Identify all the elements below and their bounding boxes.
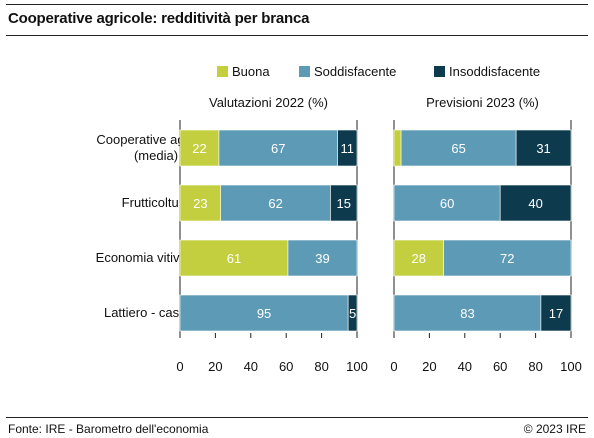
legend-label-insoddisfacente: Insoddisfacente bbox=[449, 64, 540, 79]
x-tick-label: 60 bbox=[493, 359, 507, 374]
bar-segment-buona bbox=[393, 129, 402, 167]
data-label-soddisfacente: 60 bbox=[440, 196, 454, 211]
data-label-insoddisfacente: 17 bbox=[549, 306, 563, 321]
x-tick-label: 80 bbox=[314, 359, 328, 374]
data-label-soddisfacente: 83 bbox=[460, 306, 474, 321]
legend-label-soddisfacente: Soddisfacente bbox=[314, 64, 396, 79]
bar-segment-soddisfacente bbox=[400, 129, 517, 167]
title-rule bbox=[6, 35, 588, 36]
data-label-buona: 28 bbox=[412, 251, 426, 266]
x-tick-label: 40 bbox=[244, 359, 258, 374]
bar-segment-buona bbox=[179, 129, 220, 167]
data-label-insoddisfacente: 11 bbox=[341, 141, 355, 156]
legend-swatch-insoddisfacente bbox=[434, 66, 445, 77]
data-label-soddisfacente: 39 bbox=[315, 251, 329, 266]
category-label: Frutticoltura bbox=[122, 195, 191, 210]
x-tick-label: 80 bbox=[528, 359, 542, 374]
data-label-soddisfacente: 62 bbox=[268, 196, 282, 211]
bar-segment-soddisfacente bbox=[443, 239, 572, 277]
data-label-soddisfacente: 72 bbox=[500, 251, 514, 266]
data-label-soddisfacente: 65 bbox=[451, 141, 465, 156]
chart-title: Cooperative agricole: redditività per br… bbox=[8, 10, 310, 27]
bar-segment-soddisfacente bbox=[179, 294, 349, 332]
bar-segment-insoddisfacente bbox=[337, 129, 358, 167]
chart-area: Buona Soddisfacente InsoddisfacenteCoopera… bbox=[96, 64, 582, 374]
category-label: (media) bbox=[134, 148, 178, 163]
footer-rule bbox=[6, 417, 588, 418]
bar-segment-soddisfacente bbox=[393, 184, 501, 222]
x-tick-label: 20 bbox=[422, 359, 436, 374]
bar-segment-buona bbox=[393, 239, 444, 277]
data-label-insoddisfacente: 15 bbox=[336, 196, 350, 211]
x-tick-label: 40 bbox=[458, 359, 472, 374]
bar-segment-soddisfacente bbox=[287, 239, 358, 277]
bar-segment-soddisfacente bbox=[393, 294, 542, 332]
bar-segment-insoddisfacente bbox=[347, 294, 358, 332]
legend-swatch-buona bbox=[217, 66, 228, 77]
x-tick-label: 100 bbox=[560, 359, 582, 374]
data-label-insoddisfacente: 31 bbox=[536, 141, 550, 156]
x-tick-label: 100 bbox=[346, 359, 368, 374]
bar-segment-insoddisfacente bbox=[515, 129, 572, 167]
data-label-soddisfacente: 67 bbox=[271, 141, 285, 156]
data-label-buona: 61 bbox=[227, 251, 241, 266]
legend-label-buona: Buona bbox=[232, 64, 270, 79]
panel-title: Valutazioni 2022 (%) bbox=[209, 95, 328, 110]
data-label-buona: 23 bbox=[193, 196, 207, 211]
legend-swatch-soddisfacente bbox=[299, 66, 310, 77]
bar-segment-soddisfacente bbox=[218, 129, 338, 167]
data-label-buona: 22 bbox=[192, 141, 206, 156]
bar-segment-insoddisfacente bbox=[540, 294, 572, 332]
data-label-insoddisfacente: 40 bbox=[528, 196, 542, 211]
copyright-note: © 2023 IRE bbox=[523, 422, 586, 436]
bar-segment-insoddisfacente bbox=[499, 184, 572, 222]
x-tick-label: 60 bbox=[279, 359, 293, 374]
x-tick-label: 20 bbox=[208, 359, 222, 374]
source-note: Fonte: IRE - Barometro dell'economia bbox=[8, 422, 209, 436]
panel-title: Previsioni 2023 (%) bbox=[426, 95, 539, 110]
x-tick-label: 0 bbox=[176, 359, 183, 374]
top-rule bbox=[6, 4, 588, 5]
bar-segment-insoddisfacente bbox=[330, 184, 358, 222]
data-label-insoddisfacente: 5 bbox=[349, 306, 356, 321]
x-tick-label: 0 bbox=[390, 359, 397, 374]
data-label-soddisfacente: 95 bbox=[257, 306, 271, 321]
bar-segment-buona bbox=[179, 184, 222, 222]
bar-segment-buona bbox=[179, 239, 289, 277]
